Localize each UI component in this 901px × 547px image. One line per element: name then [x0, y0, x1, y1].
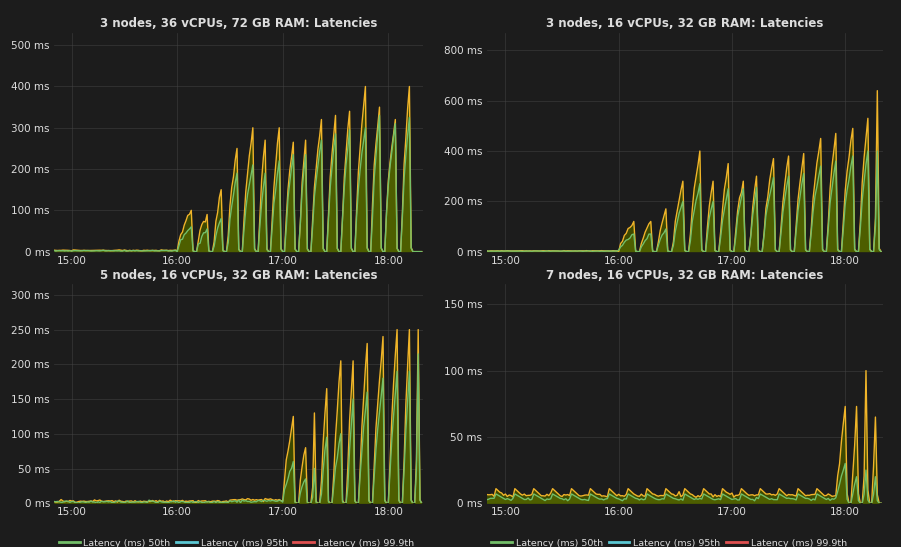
Legend: Latency (ms) 50th, Latency (ms) 75th, Latency (ms) 95th, Latency (ms) 99th, Late: Latency (ms) 50th, Latency (ms) 75th, La… — [491, 539, 847, 547]
Title: 3 nodes, 16 vCPUs, 32 GB RAM: Latencies: 3 nodes, 16 vCPUs, 32 GB RAM: Latencies — [546, 18, 824, 30]
Legend: Latency (ms) 50th, Latency (ms) 75th, Latency (ms) 95th, Latency (ms) 99th, Late: Latency (ms) 50th, Latency (ms) 75th, La… — [59, 287, 414, 310]
Legend: Latency (ms) 50th, Latency (ms) 75th, Latency (ms) 95th, Latency (ms) 99th, Late: Latency (ms) 50th, Latency (ms) 75th, La… — [491, 287, 847, 310]
Title: 3 nodes, 36 vCPUs, 72 GB RAM: Latencies: 3 nodes, 36 vCPUs, 72 GB RAM: Latencies — [100, 18, 378, 30]
Title: 5 nodes, 16 vCPUs, 32 GB RAM: Latencies: 5 nodes, 16 vCPUs, 32 GB RAM: Latencies — [100, 269, 378, 282]
Legend: Latency (ms) 50th, Latency (ms) 75th, Latency (ms) 95th, Latency (ms) 99th, Late: Latency (ms) 50th, Latency (ms) 75th, La… — [59, 539, 414, 547]
Title: 7 nodes, 16 vCPUs, 32 GB RAM: Latencies: 7 nodes, 16 vCPUs, 32 GB RAM: Latencies — [546, 269, 824, 282]
